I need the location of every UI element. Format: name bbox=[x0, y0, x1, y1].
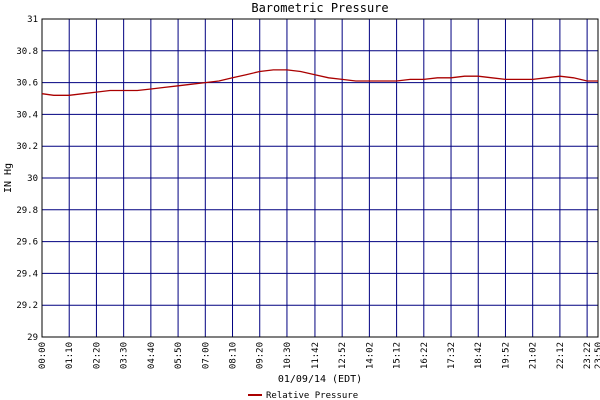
x-tick-label: 12:52 bbox=[338, 342, 348, 369]
x-tick-label: 08:10 bbox=[229, 342, 239, 369]
chart-title: Barometric Pressure bbox=[251, 1, 388, 15]
plot-area-frame bbox=[41, 18, 599, 338]
x-tick-label: 17:32 bbox=[447, 342, 457, 369]
y-tick-label: 29.8 bbox=[16, 206, 38, 216]
y-tick-labels: 29 29.2 29.4 29.6 29.8 30 30.2 30.4 30.6 30.8 31 bbox=[16, 15, 38, 343]
legend-label: Relative Pressure bbox=[266, 391, 358, 400]
x-tick-label: 23:50 bbox=[594, 342, 600, 369]
x-tick-label: 10:30 bbox=[283, 342, 293, 369]
x-tick-label: 03:30 bbox=[120, 342, 130, 369]
x-tick-labels: 00:00 01:10 02:20 03:30 04:40 05:50 07:00 08:10… bbox=[38, 342, 600, 369]
grid-lines bbox=[41, 18, 599, 338]
series-line-relative-pressure bbox=[41, 69, 598, 96]
x-tick-label: 22:12 bbox=[556, 342, 566, 369]
y-tick-label: 31 bbox=[27, 15, 38, 25]
x-tick-label: 01:10 bbox=[65, 342, 75, 369]
x-tick-label: 09:20 bbox=[256, 342, 266, 369]
x-tick-label: 07:00 bbox=[201, 342, 211, 369]
x-tick-label: 18:42 bbox=[474, 342, 484, 369]
x-tick-label: 23:22 bbox=[583, 342, 593, 369]
y-tick-label: 30.2 bbox=[16, 142, 38, 152]
x-axis-label: 01/09/14 (EDT) bbox=[278, 374, 362, 385]
y-tick-label: 29.4 bbox=[16, 269, 38, 279]
y-tick-label: 29.2 bbox=[16, 301, 38, 311]
y-tick-label: 30.6 bbox=[16, 79, 38, 89]
x-tick-label: 11:42 bbox=[311, 342, 321, 369]
y-tick-label: 30 bbox=[27, 174, 38, 184]
x-tick-label: 02:20 bbox=[92, 342, 102, 369]
y-axis-label: IN Hg bbox=[3, 163, 14, 193]
x-tick-label: 21:02 bbox=[529, 342, 539, 369]
x-tick-label: 16:22 bbox=[420, 342, 430, 369]
x-tick-label: 04:40 bbox=[147, 342, 157, 369]
y-tick-label: 29 bbox=[27, 333, 38, 343]
x-tick-label: 19:52 bbox=[501, 342, 511, 369]
x-tick-label: 14:02 bbox=[365, 342, 375, 369]
y-tick-label: 30.4 bbox=[16, 110, 38, 120]
y-tick-label: 30.8 bbox=[16, 47, 38, 57]
x-tick-label: 00:00 bbox=[38, 342, 48, 369]
x-tick-label: 15:12 bbox=[393, 342, 403, 369]
x-tick-label: 05:50 bbox=[174, 342, 184, 369]
y-tick-label: 29.6 bbox=[16, 238, 38, 248]
